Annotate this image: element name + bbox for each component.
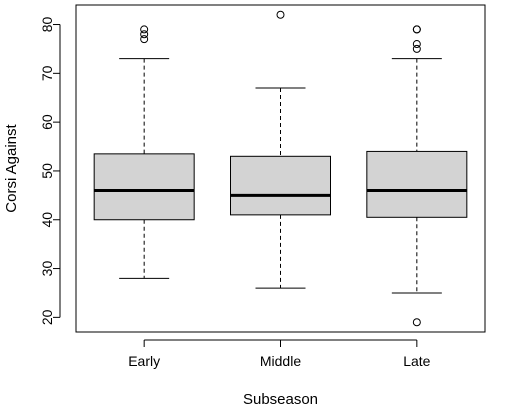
y-axis: 20 30 40 50 60 70 80 (39, 17, 61, 325)
outlier-late-0 (412, 318, 421, 327)
y-tick-label-80: 80 (39, 17, 55, 33)
box-middle (230, 10, 331, 289)
y-tick-label-70: 70 (39, 65, 55, 81)
y-tick-label-50: 50 (39, 163, 55, 179)
x-axis-label: Subseason (243, 391, 318, 408)
y-tick-label-60: 60 (39, 114, 55, 130)
y-axis-label: Corsi Against (3, 123, 20, 212)
outlier-early-0 (140, 35, 149, 44)
outlier-late-4 (412, 25, 421, 34)
box-early (93, 25, 195, 279)
x-tick-label-middle: Middle (260, 353, 301, 369)
outlier-late-2 (412, 40, 421, 49)
outlier-early-1 (140, 30, 149, 39)
x-tick-label-early: Early (128, 353, 160, 369)
outlier-early-2 (140, 25, 149, 34)
x-tick-label-late: Late (403, 353, 430, 369)
boxes-layer (93, 10, 468, 327)
iqr-box-late (366, 150, 468, 218)
x-axis: Early Middle Late (128, 339, 431, 369)
plot-frame (75, 4, 486, 333)
iqr-box-middle (230, 155, 331, 216)
y-tick-label-30: 30 (39, 261, 55, 277)
outlier-late-1 (412, 44, 421, 53)
iqr-box-early (93, 153, 195, 221)
outlier-middle-0 (276, 10, 285, 19)
box-late (366, 25, 468, 327)
y-tick-label-20: 20 (39, 309, 55, 325)
y-tick-label-40: 40 (39, 212, 55, 228)
